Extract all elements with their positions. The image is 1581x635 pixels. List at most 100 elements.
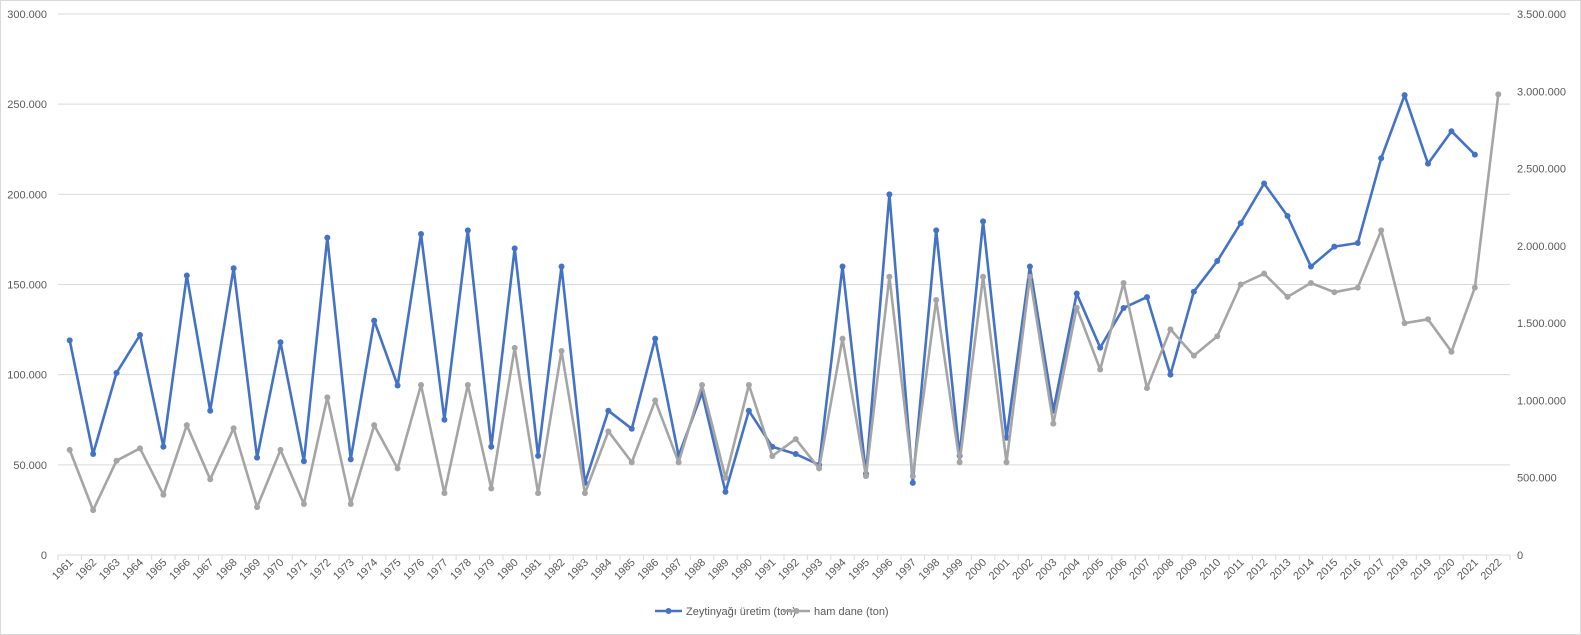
- left-y-axis: 0 50.000 100.000 150.000 200.000 250.000 300.0…: [7, 9, 47, 562]
- data-point: [207, 476, 214, 483]
- right-y-tick-label: 1.000.000: [1517, 395, 1566, 407]
- data-point: [1448, 348, 1455, 355]
- x-tick-label: 1991: [753, 557, 779, 583]
- data-point: [1144, 294, 1150, 301]
- data-point: [1026, 263, 1033, 270]
- data-point: [1050, 420, 1057, 427]
- data-point: [254, 454, 261, 461]
- data-point: [183, 422, 190, 429]
- x-tick-label: 1962: [73, 557, 99, 583]
- right-y-tick-label: 0: [1517, 550, 1523, 562]
- x-tick-label: 1963: [97, 557, 123, 583]
- data-point: [277, 446, 284, 453]
- data-point: [769, 453, 776, 460]
- x-tick-label: 2016: [1338, 557, 1364, 583]
- x-tick-label: 1985: [612, 557, 638, 583]
- data-point: [1354, 240, 1361, 247]
- data-point: [535, 490, 542, 497]
- data-point: [886, 191, 893, 198]
- data-point: [839, 335, 846, 342]
- x-tick-label: 2012: [1244, 557, 1270, 583]
- data-point: [183, 272, 190, 279]
- data-point: [394, 382, 401, 389]
- left-y-tick-label: 150.000: [7, 280, 47, 292]
- data-point: [1284, 293, 1291, 300]
- data-point: [254, 504, 261, 511]
- data-point: [511, 245, 518, 252]
- x-tick-label: 2020: [1432, 557, 1458, 583]
- data-point: [1378, 155, 1385, 162]
- x-tick-label: 1990: [729, 557, 755, 583]
- data-point: [300, 500, 307, 507]
- data-point: [792, 451, 799, 458]
- x-tick-label: 2008: [1151, 557, 1177, 583]
- data-point: [1073, 290, 1080, 297]
- data-point: [66, 337, 73, 344]
- x-tick-label: 1982: [542, 557, 568, 583]
- data-point: [909, 479, 916, 486]
- data-point: [113, 369, 120, 376]
- data-point: [1190, 352, 1197, 359]
- x-tick-label: 1996: [870, 557, 896, 583]
- data-point: [745, 407, 752, 414]
- x-tick-label: 1967: [191, 557, 217, 583]
- data-point: [1284, 212, 1291, 219]
- x-tick-label: 2017: [1362, 557, 1388, 583]
- right-y-tick-label: 3.500.000: [1517, 9, 1566, 21]
- x-tick-label: 1995: [846, 557, 872, 583]
- x-tick-label: 1969: [237, 557, 263, 583]
- x-tick-label: 1998: [917, 557, 943, 583]
- data-point: [230, 265, 237, 272]
- x-tick-label: 2010: [1198, 557, 1224, 583]
- x-tick-label: 1968: [214, 557, 240, 583]
- x-tick-label: 1978: [448, 557, 474, 583]
- data-point: [324, 234, 331, 241]
- data-point: [488, 485, 495, 492]
- x-tick-label: 2003: [1034, 557, 1060, 583]
- data-point: [652, 335, 659, 342]
- data-point: [558, 347, 565, 354]
- data-point: [1003, 434, 1010, 441]
- legend-swatch-marker: [665, 608, 672, 614]
- left-y-tick-label: 300.000: [7, 9, 47, 21]
- data-point: [1237, 220, 1244, 227]
- data-point: [1214, 258, 1221, 265]
- data-point: [722, 488, 729, 495]
- data-point: [160, 443, 167, 450]
- x-tick-label: 1980: [495, 557, 521, 583]
- left-y-tick-label: 250.000: [7, 99, 47, 111]
- data-point: [605, 428, 612, 435]
- data-point: [1495, 91, 1502, 98]
- data-point: [1144, 385, 1150, 392]
- x-tick-label: 2004: [1057, 557, 1083, 583]
- data-point: [347, 500, 354, 507]
- legend-item-ham-dane: ham dane (ton): [783, 606, 889, 618]
- data-point: [1214, 333, 1221, 340]
- data-point: [535, 452, 542, 459]
- right-y-tick-label: 1.500.000: [1517, 318, 1566, 330]
- data-point: [1120, 304, 1127, 311]
- right-y-tick-label: 500.000: [1517, 473, 1557, 485]
- data-point: [66, 446, 73, 453]
- x-tick-label: 1994: [823, 557, 849, 583]
- data-point: [862, 473, 869, 480]
- x-tick-label: 2006: [1104, 557, 1130, 583]
- data-point: [90, 507, 97, 514]
- x-tick-label: 1976: [401, 557, 427, 583]
- data-point: [886, 273, 893, 280]
- data-point: [488, 443, 495, 450]
- data-point: [581, 490, 588, 497]
- x-tick-label: 1966: [167, 557, 193, 583]
- data-point: [441, 416, 448, 423]
- gridlines: [58, 13, 1510, 556]
- left-y-tick-label: 200.000: [7, 189, 47, 201]
- x-tick-label: 2009: [1174, 557, 1200, 583]
- legend-label: ham dane (ton): [814, 606, 889, 618]
- x-tick-label: 1973: [331, 557, 357, 583]
- data-point: [628, 459, 635, 466]
- data-point: [558, 263, 565, 270]
- data-point: [1307, 263, 1314, 270]
- series-line: [68, 93, 1476, 494]
- data-point: [1331, 289, 1338, 296]
